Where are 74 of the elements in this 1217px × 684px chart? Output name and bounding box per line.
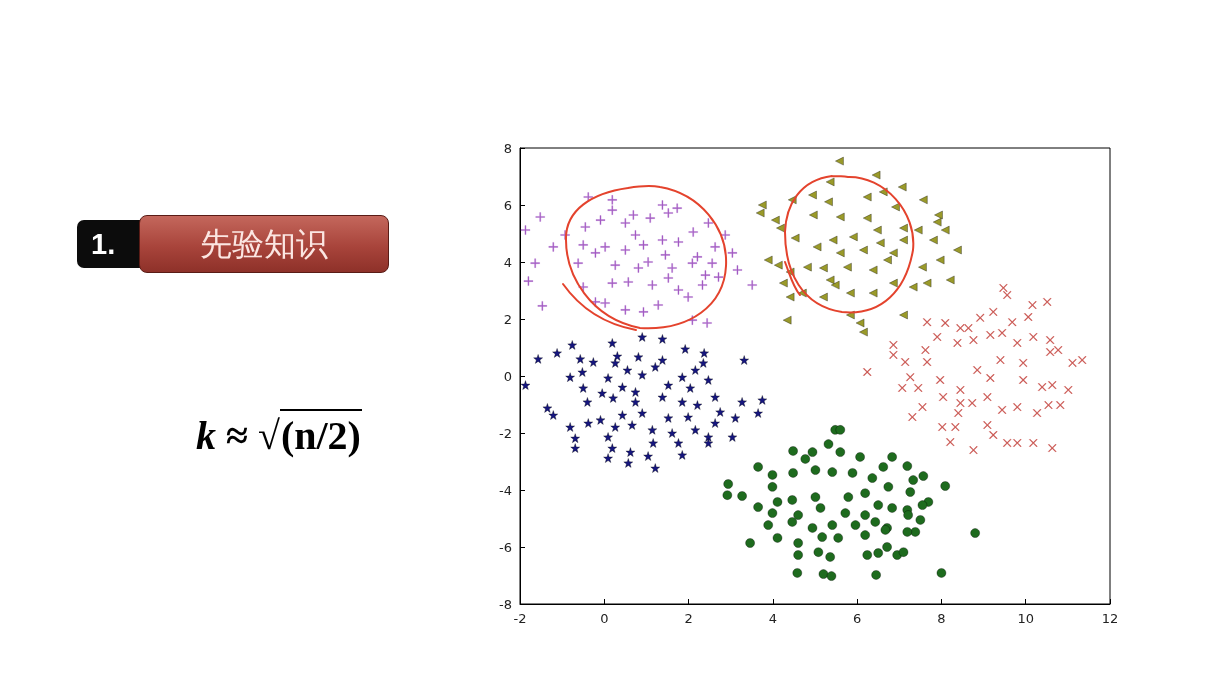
- point: [578, 240, 588, 250]
- point: [663, 273, 673, 283]
- point: [710, 242, 720, 252]
- point: [643, 257, 653, 267]
- x-tick-label: 12: [1101, 611, 1119, 626]
- text: 先验知识: [139, 215, 389, 273]
- x-tick-label: 10: [1017, 611, 1034, 626]
- point: [590, 248, 601, 258]
- point: [537, 301, 547, 311]
- point: [530, 258, 540, 268]
- point: [623, 277, 633, 287]
- point: [672, 203, 682, 213]
- point: [628, 210, 639, 220]
- point: [548, 242, 558, 252]
- point: [688, 227, 698, 237]
- point: [702, 318, 712, 328]
- point: [692, 252, 703, 262]
- point: [573, 258, 583, 268]
- point: [600, 242, 610, 252]
- point: [520, 225, 531, 235]
- point: [727, 248, 738, 258]
- point: [687, 258, 698, 268]
- point: [523, 276, 534, 286]
- y-tick-label: 2: [503, 311, 512, 327]
- point: [607, 278, 617, 288]
- y-tick-label: 6: [503, 197, 512, 213]
- point: [673, 237, 684, 247]
- point: [720, 230, 730, 240]
- point: [620, 218, 631, 228]
- x-tick-label: 8: [937, 611, 946, 626]
- point: [703, 218, 714, 228]
- point: [600, 298, 610, 308]
- y-tick-label: 0: [503, 368, 512, 384]
- point: [700, 270, 711, 280]
- x-tick-label: 4: [768, 611, 777, 626]
- point: [653, 300, 663, 310]
- point: [638, 240, 649, 250]
- text: k ≈ √(n/2): [196, 412, 362, 460]
- point: [747, 280, 757, 290]
- point: [610, 260, 620, 270]
- point: [657, 200, 668, 210]
- point: [663, 208, 673, 218]
- point: [713, 272, 724, 282]
- x-tick-label: 6: [853, 611, 862, 626]
- point: [657, 235, 668, 245]
- y-tick-label: -8: [499, 596, 512, 612]
- point: [630, 230, 641, 240]
- y-tick-label: -4: [499, 482, 512, 498]
- point: [535, 212, 545, 222]
- y-tick-label: -2: [499, 425, 512, 441]
- point: [620, 305, 631, 315]
- x-tick-label: 2: [684, 611, 693, 626]
- point: [638, 307, 649, 317]
- point: [660, 250, 671, 260]
- point: [580, 222, 590, 232]
- text: 1.: [77, 220, 149, 268]
- point: [673, 285, 684, 295]
- x-tick-label: 0: [600, 611, 609, 626]
- point: [647, 280, 657, 290]
- point: [707, 258, 717, 268]
- point: [645, 213, 655, 223]
- y-tick-label: 8: [503, 140, 512, 156]
- point: [620, 245, 631, 255]
- y-tick-label: -6: [499, 539, 512, 555]
- point: [697, 280, 708, 290]
- x-tick-label: -2: [513, 611, 527, 626]
- point: [683, 292, 693, 302]
- point: [595, 215, 606, 225]
- point: [633, 263, 644, 273]
- y-tick-label: 4: [503, 254, 512, 270]
- point: [732, 265, 743, 275]
- point: [607, 195, 617, 205]
- point: [667, 263, 677, 273]
- point: [607, 205, 617, 215]
